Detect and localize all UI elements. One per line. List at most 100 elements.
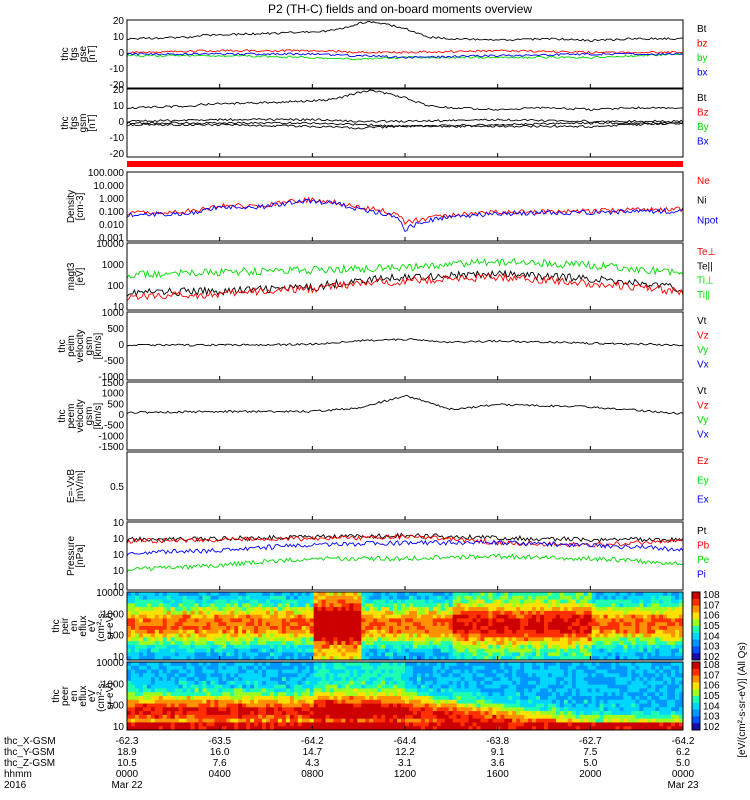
spectrogram-cell xyxy=(480,696,485,701)
spectrogram-cell xyxy=(651,644,656,650)
spectrogram-cell xyxy=(567,726,573,731)
spectrogram-cell xyxy=(385,703,390,708)
spectrogram-cell xyxy=(273,692,279,697)
spectrogram-cell xyxy=(544,603,549,608)
spectrogram-cell xyxy=(408,652,414,657)
spectrogram-cell xyxy=(456,722,461,727)
spectrogram-cell xyxy=(357,618,362,623)
spectrogram-cell xyxy=(166,644,172,650)
spectrogram-cell xyxy=(134,684,140,689)
spectrogram-cell xyxy=(194,595,199,600)
spectrogram-cell xyxy=(242,726,247,731)
spectrogram-cell xyxy=(309,703,315,708)
spectrogram-cell xyxy=(238,703,243,708)
spectrogram-cell xyxy=(361,673,366,678)
spectrogram-cell xyxy=(353,699,358,704)
spectrogram-cell xyxy=(154,644,160,650)
spectrogram-cell xyxy=(285,607,291,612)
spectrogram-cell xyxy=(262,711,267,716)
spectrogram-cell xyxy=(127,607,132,612)
spectrogram-cell xyxy=(512,711,517,716)
spectrogram-cell xyxy=(551,592,557,597)
panel-fgs-gse-ylabel-line: fgs xyxy=(69,47,80,60)
spectrogram-cell xyxy=(365,603,370,608)
spectrogram-cell xyxy=(186,718,191,723)
spectrogram-cell xyxy=(444,684,450,689)
spectrogram-cell xyxy=(488,714,493,720)
spectrogram-cell xyxy=(234,714,239,720)
spectrogram-cell xyxy=(226,626,231,631)
spectrogram-cell xyxy=(238,714,243,720)
spectrogram-cell xyxy=(460,633,465,638)
spectrogram-cell xyxy=(579,633,585,638)
spectrogram-cell xyxy=(579,656,585,661)
spectrogram-cell xyxy=(262,648,267,653)
spectrogram-cell xyxy=(401,614,406,619)
spectrogram-cell xyxy=(416,599,422,604)
spectrogram-cell xyxy=(492,610,497,616)
spectrogram-cell xyxy=(329,707,334,712)
spectrogram-cell xyxy=(591,618,597,623)
spectrogram-cell xyxy=(130,603,136,608)
spectrogram-cell xyxy=(559,626,565,631)
spectrogram-cell xyxy=(385,726,390,731)
spectrogram-cell xyxy=(182,652,187,657)
spectrogram-cell xyxy=(401,618,406,623)
spectrogram-cell xyxy=(178,677,183,682)
spectrogram-cell xyxy=(508,726,513,731)
spectrogram-cell xyxy=(492,629,497,634)
spectrogram-cell xyxy=(635,618,640,623)
spectrogram-cell xyxy=(456,637,461,642)
spectrogram-cell xyxy=(389,688,394,693)
spectrogram-cell xyxy=(186,677,191,682)
spectrogram-cell xyxy=(496,592,501,597)
spectrogram-cell xyxy=(317,722,322,727)
spectrogram-cell xyxy=(587,718,593,723)
spectrogram-cell xyxy=(389,652,394,657)
spectrogram-cell xyxy=(444,714,450,720)
spectrogram-cell xyxy=(627,614,632,619)
spectrogram-cell xyxy=(551,662,557,667)
spectrogram-cell xyxy=(492,696,497,701)
spectrogram-cell xyxy=(130,626,136,631)
spectrogram-cell xyxy=(166,662,172,667)
spectrogram-cell xyxy=(329,684,334,689)
spectrogram-cell xyxy=(194,633,199,638)
spectrogram-cell xyxy=(603,626,608,631)
spectrogram-cell xyxy=(504,629,509,634)
spectrogram-cell xyxy=(587,599,593,604)
spectrogram-cell xyxy=(480,718,485,723)
spectrogram-cell xyxy=(357,703,362,708)
spectrogram-cell xyxy=(266,726,271,731)
spectrogram-cell xyxy=(468,673,473,678)
spectrogram-cell xyxy=(285,618,291,623)
spectrogram-cell xyxy=(480,637,485,642)
spectrogram-cell xyxy=(297,610,303,616)
spectrogram-cell xyxy=(234,692,239,697)
spectrogram-cell xyxy=(226,641,231,646)
spectrogram-cell xyxy=(269,592,275,597)
spectrogram-cell xyxy=(476,603,481,608)
spectrogram-cell xyxy=(365,641,370,646)
panel-temperature-legend-1: Te|| xyxy=(697,261,713,272)
spectrogram-cell xyxy=(452,714,458,720)
spectrogram-cell xyxy=(329,626,334,631)
spectrogram-cell xyxy=(480,610,485,616)
spectrogram-cell xyxy=(377,592,382,597)
spectrogram-cell xyxy=(631,641,636,646)
spectrogram-cell xyxy=(412,726,418,731)
spectrogram-cell xyxy=(528,688,533,693)
spectrogram-cell xyxy=(234,603,239,608)
panel-pressure-content xyxy=(126,532,684,573)
spectrogram-cell xyxy=(508,692,513,697)
spectrogram-cell xyxy=(643,622,648,627)
spectrogram-cell xyxy=(540,699,545,704)
spectrogram-cell xyxy=(547,637,553,642)
spectrogram-cell xyxy=(679,637,684,642)
spectrogram-cell xyxy=(238,622,243,627)
spectrogram-cell xyxy=(508,626,513,631)
spectrogram-cell xyxy=(305,633,311,638)
spectrogram-cell xyxy=(210,595,215,600)
spectrogram-cell xyxy=(393,599,398,604)
spectrogram-cell xyxy=(269,680,275,686)
